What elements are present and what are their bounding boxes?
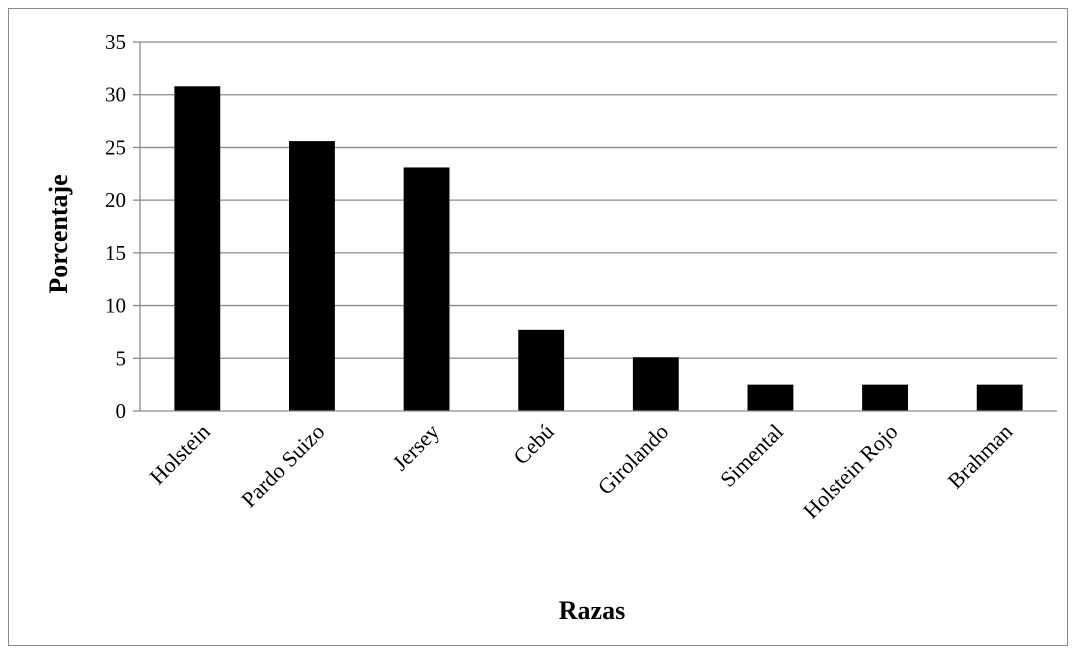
bars bbox=[174, 86, 1023, 412]
gridlines bbox=[140, 41, 1057, 359]
bar bbox=[518, 329, 565, 411]
y-tick-label: 35 bbox=[105, 30, 126, 54]
bar bbox=[976, 384, 1023, 411]
y-tick-label: 10 bbox=[105, 294, 126, 318]
x-category-labels: Holstein Pardo Suizo Jersey Cebú Girolando Si… bbox=[144, 419, 1017, 524]
x-category-label: Girolando bbox=[593, 419, 674, 500]
bar bbox=[862, 384, 908, 411]
y-tick-label: 5 bbox=[116, 346, 127, 370]
x-category-label: Cebú bbox=[508, 419, 559, 470]
x-category-label: Simental bbox=[715, 419, 788, 492]
y-tick-label: 0 bbox=[116, 399, 127, 423]
x-category-label: Pardo Suizo bbox=[236, 419, 329, 512]
y-tick-label: 20 bbox=[105, 188, 126, 212]
bar bbox=[403, 167, 450, 411]
bar bbox=[174, 86, 221, 411]
y-tick-label: 25 bbox=[105, 135, 126, 159]
x-category-label: Holstein Rojo bbox=[798, 419, 903, 524]
y-tick-label: 15 bbox=[105, 241, 126, 265]
y-tick-labels: 0 5 10 15 20 25 30 35 bbox=[105, 30, 126, 423]
bar bbox=[747, 384, 794, 411]
y-axis-title: Porcentaje bbox=[44, 174, 73, 293]
x-category-label: Holstein bbox=[144, 419, 214, 489]
x-category-label: Jersey bbox=[388, 419, 445, 476]
y-tick-label: 30 bbox=[105, 83, 126, 107]
bar-chart: 0 5 10 15 20 25 30 35 Holstein Pardo Suizo Jersey… bbox=[44, 30, 1057, 625]
x-category-label: Brahman bbox=[943, 419, 1018, 494]
chart-frame: 0 5 10 15 20 25 30 35 Holstein Pardo Suizo Jersey… bbox=[8, 8, 1068, 646]
x-axis-title: Razas bbox=[559, 596, 625, 625]
bar bbox=[289, 141, 335, 412]
axes bbox=[133, 41, 1057, 412]
bar bbox=[632, 357, 679, 411]
